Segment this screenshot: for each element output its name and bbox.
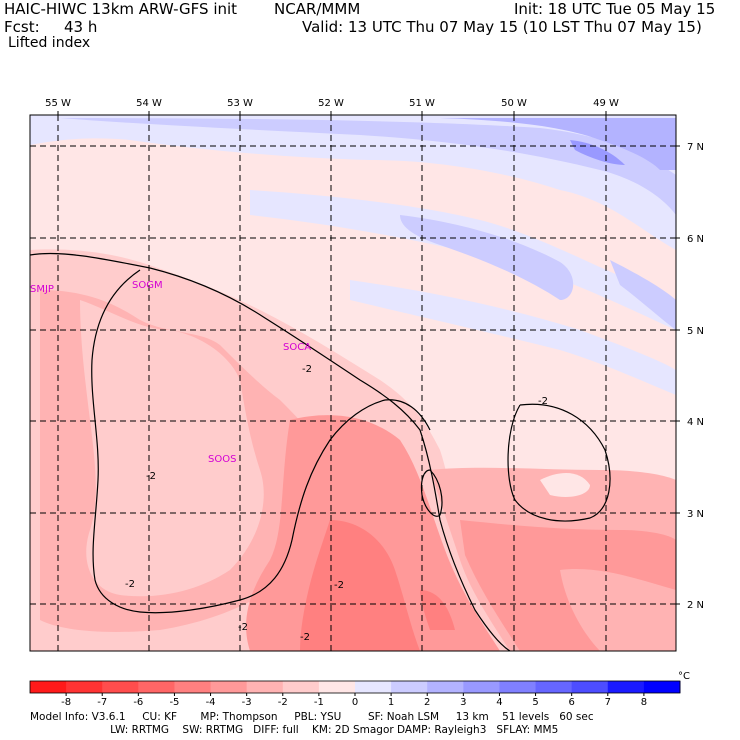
contour-label: -2 [300,632,310,643]
map-fill [30,115,676,651]
lon-labels: 55 W 54 W 53 W 52 W 51 W 50 W 49 W [45,98,619,109]
contour-label: -2 [538,396,548,407]
colorbar-swatch [643,681,681,693]
lon-label: 50 W [501,98,527,109]
station-label: SOGM [132,280,163,291]
map-frame [29,114,677,652]
colorbar-swatch [391,681,428,693]
field-name: Lifted index [8,35,91,51]
colorbar-tick-label: -5 [169,697,179,708]
lat-label: 3 N [687,509,704,520]
colorbar-tick-label: 2 [424,697,430,708]
colorbar-swatch [246,681,284,693]
lat-label: 7 N [687,142,704,153]
model-title: HAIC-HIWC 13km ARW-GFS init [4,0,238,18]
colorbar-swatch [210,681,248,693]
tick-marks [57,111,680,605]
stations: SMJP SOGM SOCA SOOS [30,280,311,465]
contour-label: -2 [125,579,135,590]
lon-label: 52 W [318,98,344,109]
colorbar-tick-label: -6 [133,697,143,708]
colorbar-swatch [30,681,67,693]
colorbar-swatch [535,681,573,693]
station-label: SMJP [30,284,54,295]
org-label: NCAR/MMM [274,0,361,18]
colorbar-tick-label: 0 [352,697,358,708]
colorbar-swatch [138,681,175,693]
colorbar-tick-label: 4 [496,697,502,708]
colorbar-tick-label: -3 [242,697,252,708]
lon-label: 51 W [409,98,435,109]
graticule [30,115,676,651]
fcst-value: 43 h [64,18,98,36]
colorbar-swatch [499,681,537,693]
colorbar-tick-label: 5 [532,697,538,708]
station-label: SOCA [283,342,311,353]
colorbar-swatch [66,681,103,693]
contour-labels: -2 -2 -2 -2 -2 -2 -2 [125,364,548,643]
contour-label: -2 [302,364,312,375]
colorbar-tick-label: 1 [388,697,394,708]
colorbar-swatch [102,681,139,693]
colorbar-tick-label: -1 [314,697,324,708]
colorbar-swatch [174,681,212,693]
colorbar: -8 -7 -6 -5 -4 -3 -2 -1 0 1 2 3 4 5 6 7 8 °C [29,671,690,708]
colorbar-swatch [427,681,464,693]
colorbar-unit: °C [678,671,690,682]
colorbar-tick-label: 8 [641,697,647,708]
station-label: SOOS [208,454,236,465]
init-time: Init: 18 UTC Tue 05 May 15 [514,0,716,18]
lon-label: 53 W [227,98,253,109]
contour-label: -2 [334,580,344,591]
colorbar-tick-label: -7 [97,697,107,708]
colorbar-swatch [463,681,500,693]
lon-label: 55 W [45,98,71,109]
colorbar-tick-label: 3 [460,697,466,708]
lat-label: 5 N [687,326,704,337]
lat-label: 2 N [687,600,704,611]
model-info-line1: Model Info: V3.6.1 CU: KF MP: Thompson P… [30,711,594,723]
colorbar-swatch [282,681,320,693]
colorbar-swatch [355,681,392,693]
contour-label: -2 [146,471,156,482]
colorbar-tick-label: -2 [278,697,288,708]
lon-label: 49 W [593,98,619,109]
colorbar-tick-label: 7 [605,697,611,708]
lat-label: 6 N [687,234,704,245]
valid-time: Valid: 13 UTC Thu 07 May 15 (10 LST Thu … [302,18,702,36]
colorbar-swatch [571,681,609,693]
lat-labels: 7 N 6 N 5 N 4 N 3 N 2 N [687,142,704,611]
fcst-label: Fcst: [4,18,40,36]
colorbar-tick-label: -8 [61,697,71,708]
colorbar-tick-label: -4 [206,697,216,708]
lon-label: 54 W [136,98,162,109]
colorbar-swatch [318,681,356,693]
colorbar-swatch [607,681,645,693]
contour-label: -2 [238,622,248,633]
colorbar-tick-label: 6 [568,697,574,708]
lat-label: 4 N [687,417,704,428]
model-info-line2: LW: RRTMG SW: RRTMG DIFF: full KM: 2D Sm… [30,724,559,736]
